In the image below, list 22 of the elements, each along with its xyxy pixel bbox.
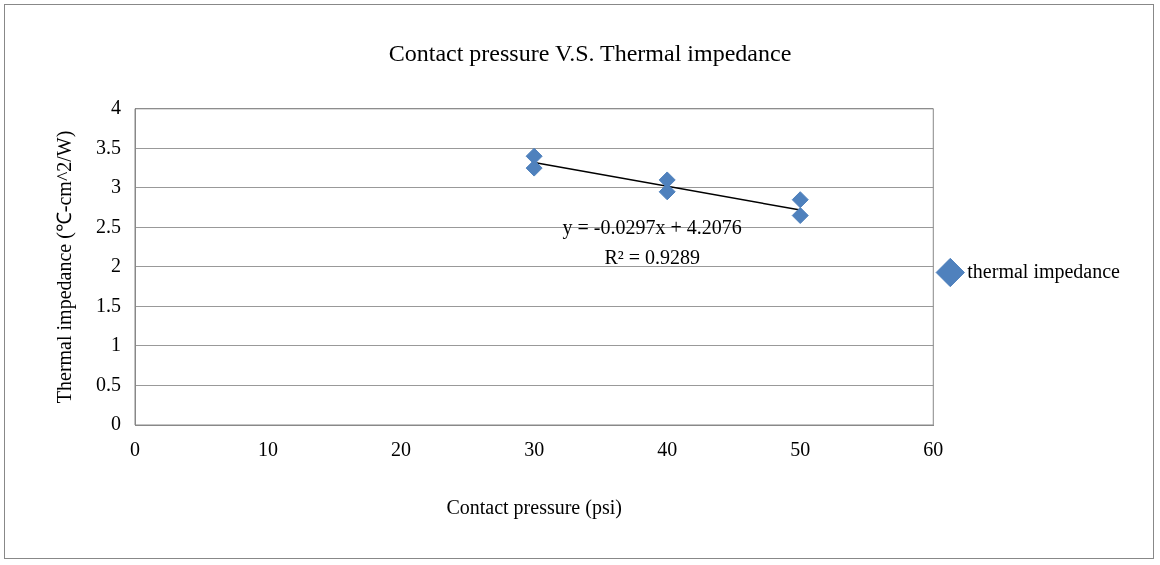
x-tick-label: 0 <box>130 438 140 461</box>
annotation: y = -0.0297x + 4.2076 <box>562 215 742 239</box>
y-tick-label: 4 <box>111 96 121 119</box>
x-tick-label: 20 <box>391 438 412 461</box>
x-axis-title: Contact pressure (psi) <box>446 496 622 520</box>
y-axis-title: Thermal impedance (℃-cm^2/W) <box>53 130 77 404</box>
y-tick-label: 3.5 <box>96 135 121 158</box>
x-tick-label: 10 <box>258 438 279 461</box>
chart-title: Contact pressure V.S. Thermal impedance <box>388 39 792 66</box>
annotation: R² = 0.9289 <box>604 245 701 268</box>
y-tick-label: 1.5 <box>96 293 121 316</box>
x-tick-label: 40 <box>657 438 678 461</box>
x-tick-label: 50 <box>790 438 811 461</box>
y-tick-label: 2.5 <box>96 214 121 237</box>
y-tick-label: 3 <box>111 175 121 198</box>
x-tick-label: 60 <box>923 438 944 461</box>
y-tick-label: 1 <box>111 333 121 356</box>
y-tick-label: 0 <box>111 412 121 435</box>
legend-label: thermal impedance <box>967 259 1121 283</box>
y-tick-label: 2 <box>111 254 121 277</box>
x-tick-label: 30 <box>524 438 545 461</box>
y-tick-label: 0.5 <box>96 372 121 395</box>
